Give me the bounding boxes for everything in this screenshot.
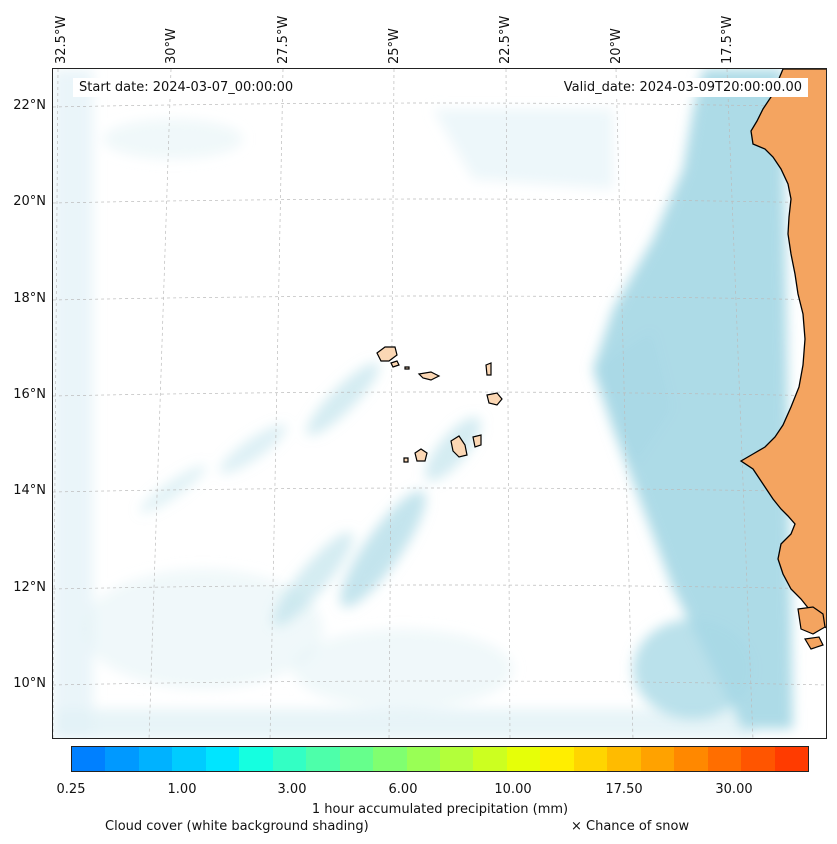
cape-verde-islands (376, 346, 503, 463)
longitude-label: 25°W (387, 28, 402, 64)
longitude-label: 17.5°W (720, 15, 735, 64)
colorbar-tick-label: 30.00 (715, 782, 753, 797)
colorbar-title: 1 hour accumulated precipitation (mm) (311, 802, 569, 817)
africa-coast (739, 69, 826, 650)
colorbar-segment (540, 747, 574, 771)
colorbar-segment (607, 747, 641, 771)
snow-legend: × Chance of snow (571, 819, 690, 834)
start-date-label: Start date: 2024-03-07_00:00:00 (73, 78, 300, 97)
latitude-label: 16°N (13, 387, 46, 402)
graticule (53, 69, 826, 738)
colorbar-tick-label: 17.50 (605, 782, 643, 797)
colorbar-segment (72, 747, 106, 771)
colorbar-segment (205, 747, 240, 771)
colorbar-segment (306, 747, 340, 771)
cloud-band (139, 69, 793, 729)
latitude-label: 12°N (13, 580, 46, 595)
longitude-label: 30°W (164, 28, 179, 64)
colorbar-segment (439, 747, 474, 771)
map-canvas: Start date: 2024-03-07_00:00:00 Valid_da… (53, 69, 826, 738)
latitude-label: 10°N (13, 676, 46, 691)
colorbar-segment (272, 747, 307, 771)
colorbar-segment (406, 747, 440, 771)
latitude-label: 14°N (13, 483, 46, 498)
colorbar-segment (707, 747, 742, 771)
colorbar-tick-label: 0.25 (56, 782, 86, 797)
cloud-haze (53, 69, 753, 738)
colorbar-segment (506, 747, 541, 771)
longitude-label: 20°W (609, 28, 624, 64)
colorbar-segment (105, 747, 139, 771)
colorbar-segment (172, 747, 206, 771)
colorbar-segment (573, 747, 608, 771)
colorbar-tick-label: 10.00 (494, 782, 532, 797)
longitude-label: 32.5°W (54, 15, 69, 64)
latitude-label: 20°N (13, 194, 46, 209)
colorbar-tick-label: 6.00 (388, 782, 418, 797)
colorbar-segment (741, 747, 775, 771)
colorbar-segment (339, 747, 374, 771)
colorbar-segment (674, 747, 708, 771)
valid-date-label: Valid_date: 2024-03-09T20:00:00.00 (557, 78, 808, 97)
latitude-label: 18°N (13, 291, 46, 306)
longitude-label: 22.5°W (498, 15, 513, 64)
latitude-label: 22°N (13, 98, 46, 113)
longitude-label: 27.5°W (276, 15, 291, 64)
colorbar-tick-label: 1.00 (167, 782, 197, 797)
map-panel[interactable]: Start date: 2024-03-07_00:00:00 Valid_da… (52, 68, 827, 739)
colorbar-tick-label: 3.00 (277, 782, 307, 797)
colorbar-segment (473, 747, 507, 771)
colorbar-segment (640, 747, 675, 771)
precipitation-colorbar (71, 746, 809, 772)
colorbar-segment (774, 747, 808, 771)
colorbar-segment (138, 747, 173, 771)
cloud-cover-legend: Cloud cover (white background shading) (105, 819, 369, 834)
colorbar-segment (239, 747, 273, 771)
colorbar-segment (373, 747, 407, 771)
